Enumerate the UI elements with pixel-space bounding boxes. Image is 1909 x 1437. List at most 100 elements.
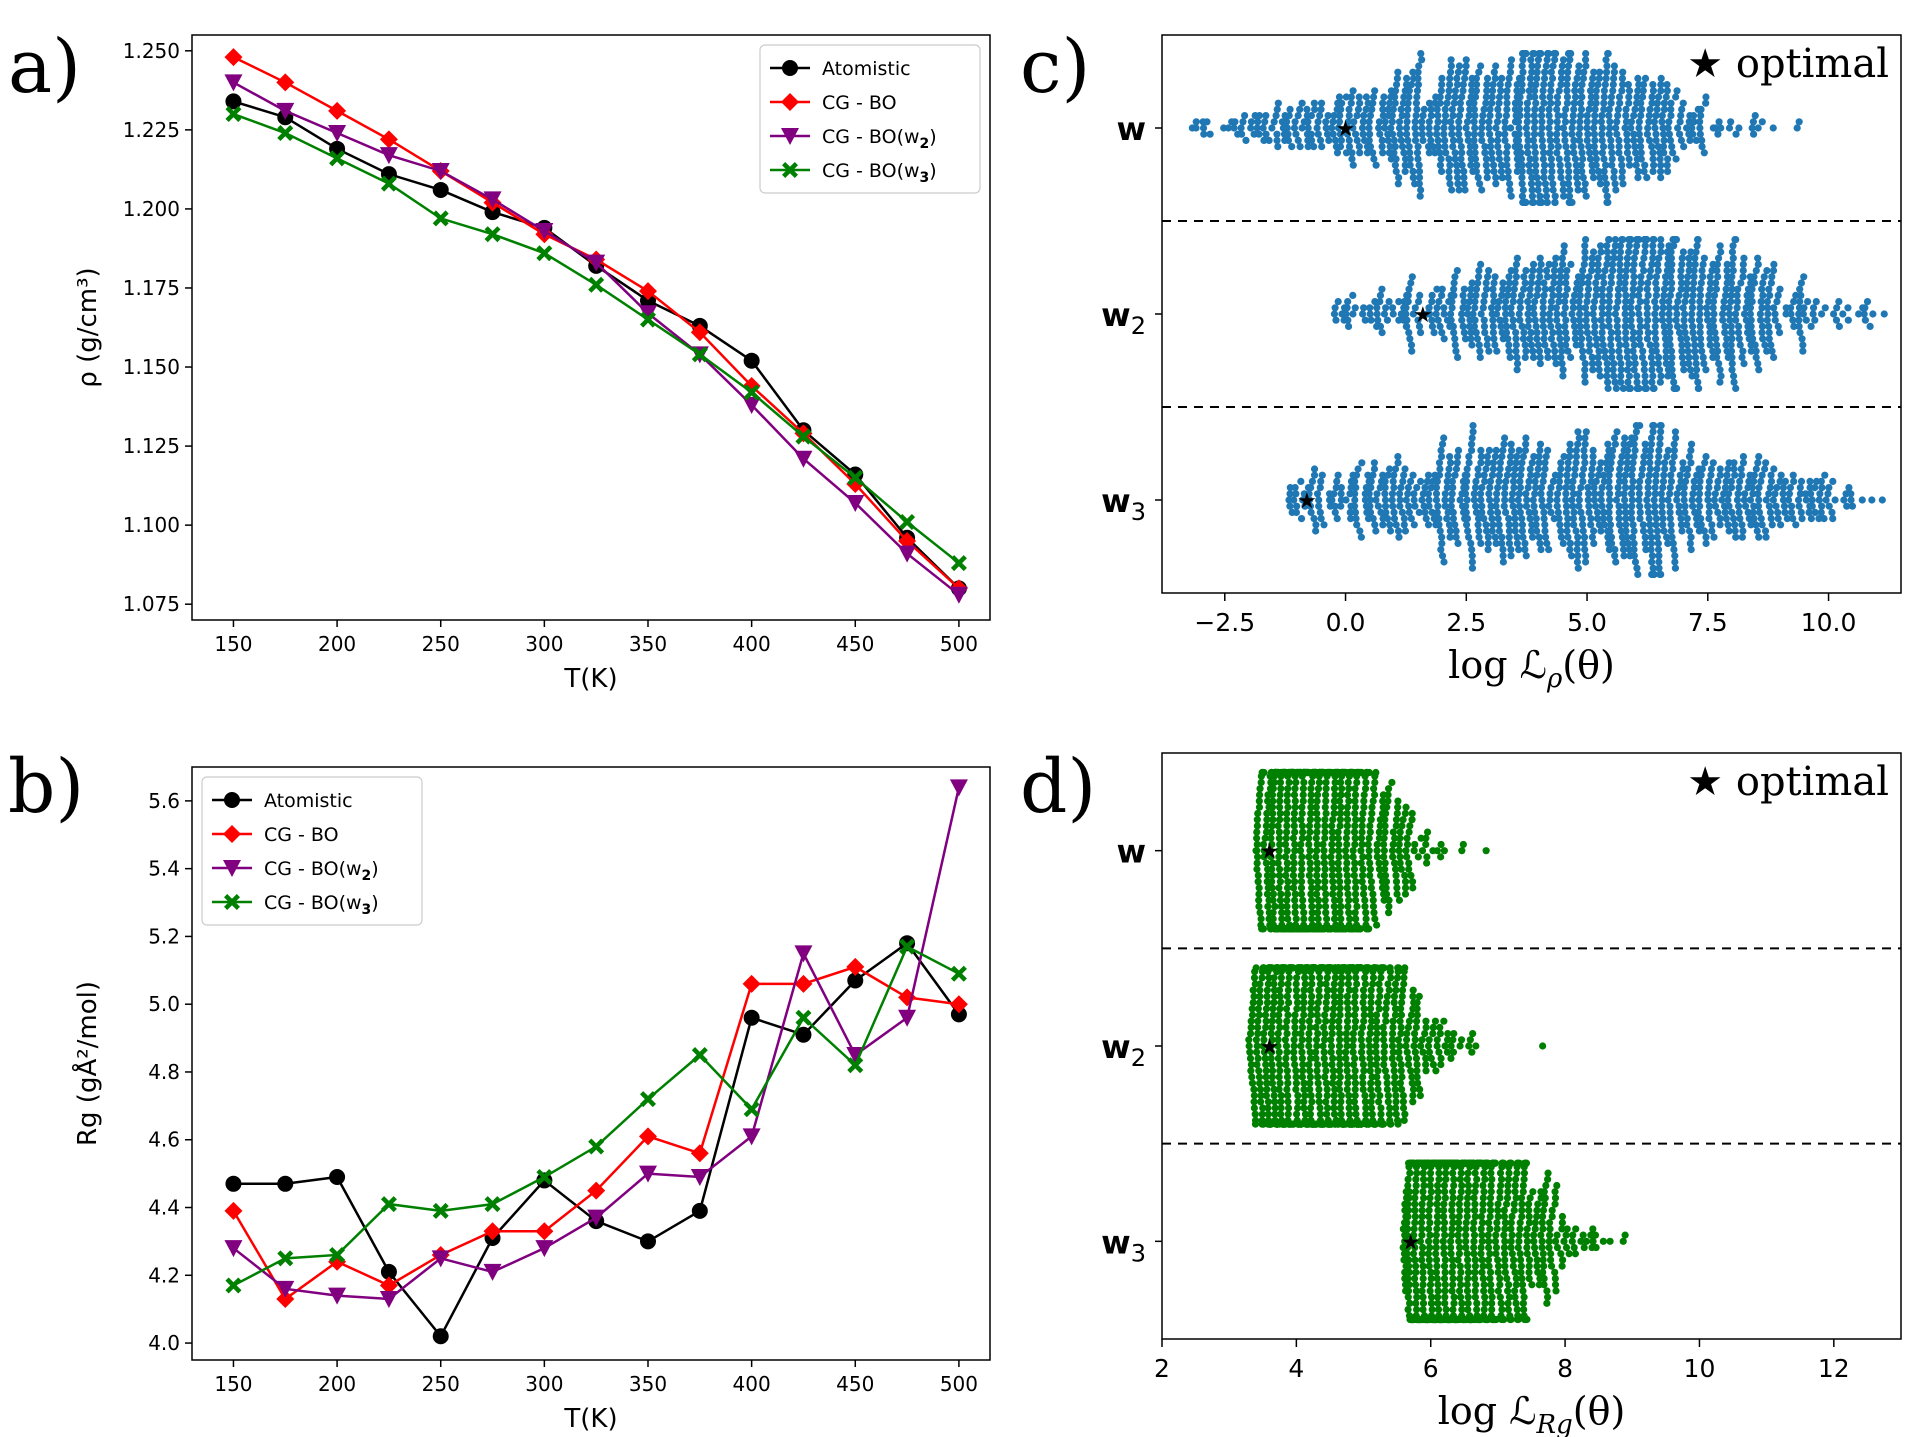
swarm-point xyxy=(1572,527,1580,535)
swarm-point xyxy=(1314,878,1322,886)
swarm-point xyxy=(1351,1067,1359,1075)
swarm-point xyxy=(1610,167,1618,175)
swarm-point xyxy=(1269,785,1277,793)
swarm-point xyxy=(1461,186,1469,194)
swarm-point xyxy=(1547,143,1555,151)
swarm-point xyxy=(1416,192,1424,200)
swarm-point xyxy=(1795,118,1803,126)
swarm-point xyxy=(1658,316,1667,324)
swarm-point xyxy=(1651,335,1660,343)
swarm-point xyxy=(1385,902,1393,911)
swarm-point xyxy=(1314,896,1323,904)
swarm-point xyxy=(1468,341,1476,349)
swarm-point xyxy=(1526,515,1534,523)
swarm-point xyxy=(1600,508,1608,516)
swarm-point xyxy=(1352,878,1360,886)
swarm-point xyxy=(1625,360,1633,368)
swarm-point xyxy=(1443,484,1451,492)
swarm-point xyxy=(1592,291,1600,299)
swarm-point xyxy=(1453,81,1462,89)
swarm-point xyxy=(1796,285,1804,293)
swarm-point xyxy=(1705,484,1713,492)
swarm-point xyxy=(1349,87,1357,95)
swarm-point xyxy=(1630,341,1638,349)
swarm-point xyxy=(1608,155,1616,163)
swarm-point xyxy=(1360,803,1368,811)
swarm-point xyxy=(1667,267,1676,275)
swarm-point xyxy=(1516,477,1524,485)
swarm-point xyxy=(1297,884,1306,892)
swarm-point xyxy=(1283,822,1291,830)
swarm-point xyxy=(1629,477,1637,485)
data-point xyxy=(432,210,449,227)
swarm-point xyxy=(1674,298,1682,306)
swarm-point xyxy=(1572,453,1581,461)
swarm-point xyxy=(1405,859,1413,867)
swarm-point xyxy=(1636,422,1644,430)
category-label-main: w xyxy=(1116,110,1146,148)
swarm-point xyxy=(1515,502,1524,510)
swarm-point xyxy=(1679,360,1687,368)
swarm-point xyxy=(1539,310,1547,318)
swarm-point xyxy=(1381,828,1389,836)
swarm-point xyxy=(1262,859,1270,867)
swarm-point xyxy=(1291,828,1299,836)
swarm-point xyxy=(1331,502,1339,510)
swarm-point xyxy=(1283,1067,1291,1075)
swarm-point xyxy=(1270,999,1278,1007)
swarm-point xyxy=(1398,822,1406,830)
swarm-point xyxy=(1470,99,1478,107)
swarm-point xyxy=(1343,871,1351,880)
swarm-point xyxy=(1728,366,1736,374)
swarm-point xyxy=(1330,915,1339,923)
swarm-point xyxy=(1677,335,1685,343)
swarm-point xyxy=(1342,1054,1350,1062)
swarm-point xyxy=(1382,508,1390,516)
swarm-point xyxy=(1634,304,1642,312)
swarm-point xyxy=(1330,986,1338,994)
swarm-point xyxy=(1646,459,1654,467)
swarm-point xyxy=(1394,527,1403,535)
swarm-point xyxy=(1591,502,1600,510)
swarm-point xyxy=(1472,329,1480,337)
swarm-point xyxy=(1572,161,1580,169)
swarm-point xyxy=(1598,124,1606,132)
swarm-point xyxy=(1308,915,1316,923)
swarm-point xyxy=(1435,515,1443,523)
swarm-point xyxy=(1401,878,1410,886)
swarm-point xyxy=(1621,285,1629,293)
swarm-point xyxy=(1290,859,1298,867)
swarm-point xyxy=(1283,859,1291,867)
category-label-subscript: 3 xyxy=(1131,498,1146,526)
swarm-point xyxy=(1504,285,1512,293)
swarm-point xyxy=(1559,56,1568,64)
swarm-point xyxy=(1253,124,1261,132)
swarm-point xyxy=(1675,291,1683,299)
swarm-point xyxy=(1322,124,1330,132)
swarm-point xyxy=(1582,192,1590,200)
swarm-point xyxy=(1312,521,1320,529)
swarm-point xyxy=(1314,130,1322,138)
swarm-point xyxy=(1397,105,1405,113)
swarm-point xyxy=(1690,273,1698,281)
swarm-point xyxy=(1615,143,1623,151)
swarm-point xyxy=(1607,93,1616,101)
swarm-point xyxy=(1754,490,1762,498)
swarm-point xyxy=(1312,1036,1321,1044)
swarm-point xyxy=(1511,521,1519,529)
swarm-point xyxy=(1291,797,1299,805)
swarm-point xyxy=(1532,521,1540,529)
swarm-point xyxy=(1606,124,1614,132)
swarm-point xyxy=(1460,298,1468,306)
swarm-point xyxy=(1291,1030,1299,1038)
swarm-point xyxy=(1469,422,1477,430)
swarm-point xyxy=(1681,502,1689,510)
swarm-point xyxy=(1588,260,1596,268)
swarm-point xyxy=(1640,254,1648,262)
swarm-point xyxy=(1618,161,1626,169)
swarm-point xyxy=(1541,341,1549,349)
swarm-point xyxy=(1474,273,1483,281)
swarm-point xyxy=(1666,508,1674,516)
swarm-point xyxy=(1668,459,1676,467)
swarm-point xyxy=(1328,496,1336,504)
